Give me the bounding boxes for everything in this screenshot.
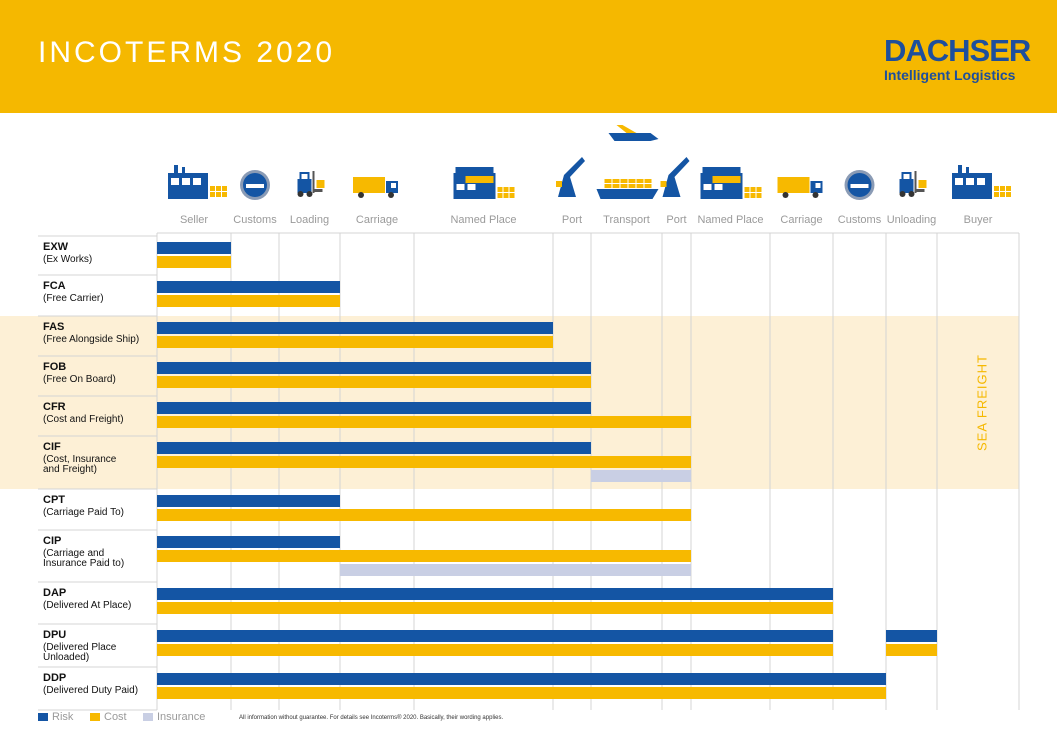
term-name: (Free On Board)	[43, 374, 116, 385]
risk-bar	[157, 630, 833, 642]
risk-bar-extra	[886, 630, 937, 642]
stage-label: Seller	[180, 214, 208, 226]
factory-icon	[168, 165, 227, 199]
term-name: (Free Carrier)	[43, 293, 104, 304]
header-banner: INCOTERMS 2020 DACHSER Intelligent Logis…	[0, 0, 1057, 113]
cost-bar	[157, 295, 340, 307]
cost-bar	[157, 550, 691, 562]
term-name: (Carriage Paid To)	[43, 507, 124, 518]
legend-swatch-insurance	[143, 713, 153, 722]
stage-label: Port	[562, 214, 582, 226]
port-crane-icon	[660, 157, 690, 197]
term-name: Unloaded)	[43, 652, 89, 663]
stage-label: Loading	[290, 214, 329, 226]
cost-bar	[157, 509, 691, 521]
term-code: FAS	[43, 321, 64, 333]
page-title: INCOTERMS 2020	[38, 36, 336, 69]
stage-label: Unloading	[887, 214, 937, 226]
risk-bar	[157, 588, 833, 600]
term-code: DPU	[43, 629, 66, 641]
brand-tagline: Intelligent Logistics	[884, 67, 1016, 83]
forklift-icon	[297, 171, 325, 197]
sea-freight-label: SEA FREIGHT	[974, 354, 989, 451]
legend-swatch-cost	[90, 713, 100, 722]
term-name: (Cost, Insurance	[43, 454, 117, 465]
risk-bar	[157, 281, 340, 293]
term-code: EXW	[43, 241, 69, 253]
stage-label: Named Place	[450, 214, 516, 226]
legend-label-insurance: Insurance	[157, 711, 206, 723]
brand-name: DACHSER	[884, 33, 1031, 68]
risk-bar	[157, 242, 231, 254]
legend-label-cost: Cost	[104, 711, 127, 723]
term-code: DDP	[43, 672, 66, 684]
cargo-warehouse-icon	[453, 167, 515, 199]
risk-bar	[157, 536, 340, 548]
term-code: CIP	[43, 535, 61, 547]
stage-label: Carriage	[780, 214, 822, 226]
term-code: CPT	[43, 494, 65, 506]
cargo-warehouse-icon	[700, 167, 762, 199]
term-code: DAP	[43, 587, 66, 599]
ship-icon	[596, 125, 659, 199]
customs-stamp-icon	[844, 170, 875, 200]
stage-label: Carriage	[356, 214, 398, 226]
legend-item-cost: Cost	[90, 711, 127, 723]
stage-label: Named Place	[697, 214, 763, 226]
term-name: (Carriage and	[43, 548, 104, 559]
stage-label: Transport	[603, 214, 650, 226]
cost-bar	[157, 456, 691, 468]
term-name: (Delivered Place	[43, 642, 117, 653]
cost-bar	[157, 376, 591, 388]
term-code: CIF	[43, 441, 61, 453]
stage-label: Customs	[233, 214, 277, 226]
risk-bar	[157, 442, 591, 454]
port-crane-icon	[556, 157, 585, 197]
stage-label: Customs	[838, 214, 882, 226]
risk-bar	[157, 402, 591, 414]
risk-bar	[157, 495, 340, 507]
term-name: (Ex Works)	[43, 254, 92, 265]
customs-stamp-icon	[240, 170, 270, 200]
legend-swatch-risk	[38, 713, 48, 722]
cost-bar	[157, 602, 833, 614]
stage-label: Port	[666, 214, 686, 226]
insurance-bar	[340, 564, 691, 576]
legend-item-risk: Risk	[38, 711, 73, 723]
risk-bar	[157, 322, 553, 334]
term-name: (Delivered Duty Paid)	[43, 685, 138, 696]
term-name: (Delivered At Place)	[43, 600, 131, 611]
term-code: FCA	[43, 280, 66, 292]
brand-logo: DACHSER Intelligent Logistics	[884, 33, 1031, 84]
cost-bar-extra	[886, 644, 937, 656]
cost-bar	[157, 644, 833, 656]
cost-bar	[157, 416, 691, 428]
term-name: and Freight)	[43, 464, 97, 475]
forklift-icon	[899, 171, 927, 197]
term-name: (Free Alongside Ship)	[43, 334, 139, 345]
term-code: FOB	[43, 361, 66, 373]
cost-bar	[157, 336, 553, 348]
insurance-bar	[591, 470, 691, 482]
stage-label: Buyer	[964, 214, 993, 226]
term-name: Insurance Paid to)	[43, 558, 124, 569]
risk-bar	[157, 362, 591, 374]
legend-item-insurance: Insurance	[143, 711, 205, 723]
cost-bar	[157, 687, 886, 699]
warehouse-icon	[952, 165, 1011, 199]
disclaimer: All information without guarantee. For d…	[239, 715, 504, 721]
risk-bar	[157, 673, 886, 685]
term-name: (Cost and Freight)	[43, 414, 124, 425]
cost-bar	[157, 256, 231, 268]
truck-icon	[777, 177, 823, 198]
legend-label-risk: Risk	[52, 711, 74, 723]
term-code: CFR	[43, 401, 66, 413]
truck-icon	[353, 177, 398, 198]
